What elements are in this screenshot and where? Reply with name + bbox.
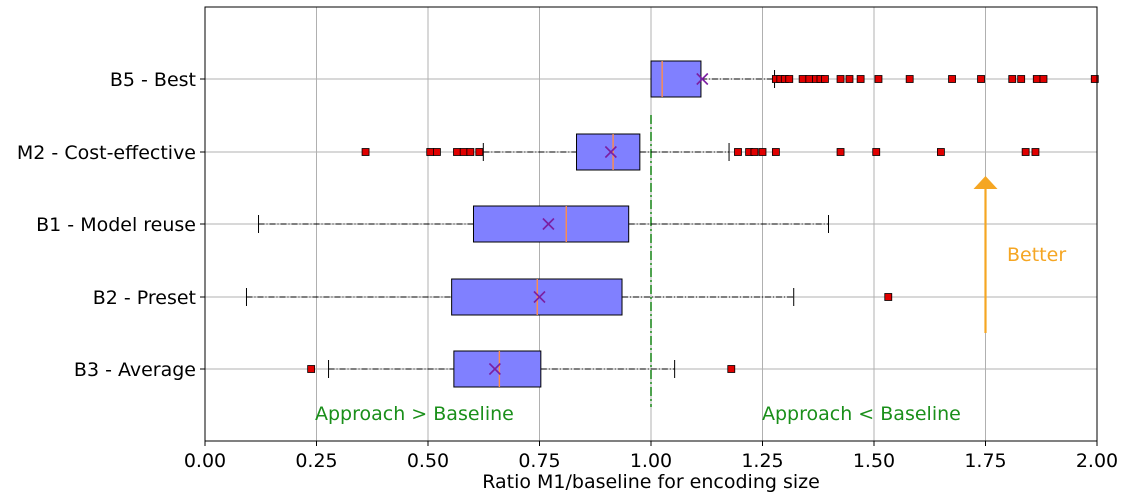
outlier-point xyxy=(836,148,845,156)
mean-marker xyxy=(542,217,555,231)
outlier-point xyxy=(426,148,435,156)
iqr-box xyxy=(576,133,641,171)
mean-marker xyxy=(533,290,546,304)
y-category-label: B5 - Best xyxy=(110,69,196,91)
outlier-point xyxy=(433,148,441,156)
outlier-point xyxy=(821,75,829,83)
outlier-point xyxy=(1021,148,1030,156)
outlier-point xyxy=(905,75,914,83)
outlier-point xyxy=(977,75,985,83)
box-group xyxy=(361,133,1040,171)
outlier-point xyxy=(1017,75,1026,83)
outlier-point xyxy=(785,75,794,83)
outlier-point xyxy=(1039,75,1048,83)
x-axis-title: Ratio M1/baseline for encoding size xyxy=(482,471,820,493)
box-group xyxy=(650,60,1099,98)
x-tick-label: 1.25 xyxy=(741,450,783,472)
x-tick-label: 0.75 xyxy=(518,450,560,472)
x-tick-label: 1.00 xyxy=(630,450,672,472)
outlier-point xyxy=(884,293,893,301)
iqr-box xyxy=(472,205,630,243)
outlier-point xyxy=(1090,75,1099,83)
better-arrow-head xyxy=(973,176,998,189)
mean-marker xyxy=(696,72,709,86)
y-category-label: M2 - Cost-effective xyxy=(17,142,196,164)
outlier-point xyxy=(475,148,484,156)
mean-marker xyxy=(488,362,501,376)
annotation-better: Better xyxy=(1007,244,1066,266)
outlier-point xyxy=(758,148,767,156)
box-group xyxy=(258,205,830,243)
outlier-point xyxy=(872,148,881,156)
box-group xyxy=(245,278,893,316)
outlier-point xyxy=(361,148,370,156)
x-tick-label: 0.00 xyxy=(184,450,226,472)
box-group xyxy=(307,350,736,388)
annotation-approach-greater: Approach > Baseline xyxy=(315,403,514,425)
outlier-point xyxy=(856,75,865,83)
y-category-label: B2 - Preset xyxy=(93,287,196,309)
outlier-point xyxy=(1008,75,1017,83)
outlier-point xyxy=(466,148,475,156)
x-tick-label: 0.50 xyxy=(407,450,449,472)
outlier-point xyxy=(805,75,814,83)
outlier-point xyxy=(771,148,780,156)
x-tick-label: 0.25 xyxy=(295,450,337,472)
x-tick-label: 2.00 xyxy=(1076,450,1118,472)
outlier-point xyxy=(750,148,759,156)
y-category-label: B3 - Average xyxy=(74,359,196,381)
iqr-box xyxy=(650,60,702,98)
outlier-point xyxy=(937,148,945,156)
outlier-point xyxy=(874,75,883,83)
y-axis-category-labels: B5 - Best M2 - Cost-effective B1 - Model r… xyxy=(17,69,205,381)
x-tick-label: 1.50 xyxy=(853,450,895,472)
outlier-point xyxy=(845,75,854,83)
annotation-approach-less: Approach < Baseline xyxy=(762,403,961,425)
x-tick-label: 1.75 xyxy=(964,450,1006,472)
y-category-label: B1 - Model reuse xyxy=(36,214,196,236)
iqr-box xyxy=(453,350,542,388)
outlier-point xyxy=(453,148,461,156)
outlier-point xyxy=(727,365,736,373)
mean-marker xyxy=(604,145,617,159)
outlier-point xyxy=(307,365,316,373)
outlier-point xyxy=(948,75,956,83)
outlier-point xyxy=(459,148,468,156)
outlier-point xyxy=(836,75,845,83)
outlier-point xyxy=(734,148,742,156)
annotations-layer: Approach > Baseline Approach < Baseline … xyxy=(315,176,1066,425)
boxes-layer xyxy=(245,60,1099,388)
outlier-point xyxy=(1031,148,1040,156)
outlier-point xyxy=(1032,75,1041,83)
x-axis: 0.00 0.25 0.50 0.75 1.00 1.25 1.50 1.75 2.00 xyxy=(184,441,1118,472)
outlier-point xyxy=(798,75,807,83)
